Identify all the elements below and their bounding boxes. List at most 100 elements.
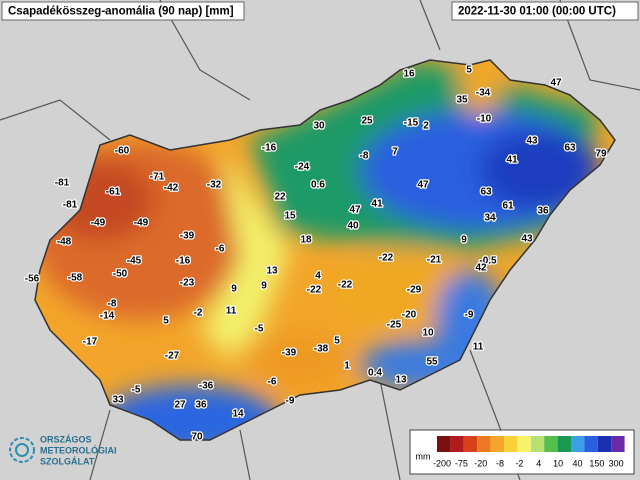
station-value: -0.5 xyxy=(479,256,497,267)
station-value: 13 xyxy=(266,266,278,277)
station-value: -21 xyxy=(427,255,442,266)
station-value: 41 xyxy=(506,155,518,166)
station-value: 7 xyxy=(392,147,398,158)
station-value: -15 xyxy=(404,118,419,129)
station-value: -6 xyxy=(216,244,225,255)
legend-color xyxy=(530,436,545,452)
station-value: 9 xyxy=(261,281,267,292)
logo-line: SZOLGÁLAT xyxy=(40,456,95,466)
logo-icon xyxy=(9,437,35,463)
station-value: -34 xyxy=(476,88,491,99)
logo-line: METEOROLÓGIAI xyxy=(40,444,117,455)
legend-label: -8 xyxy=(496,458,504,468)
station-value: 47 xyxy=(349,205,361,216)
station-value: 30 xyxy=(313,121,325,132)
stations: -60-81-61-71-42 -32-81-49 -49-48-39-6-56 -5… xyxy=(24,63,609,444)
station-value: 33 xyxy=(112,395,124,406)
station-value: -49 xyxy=(134,218,149,229)
title-box xyxy=(1,1,245,21)
station-value: 36 xyxy=(195,400,207,411)
station-value: 11 xyxy=(473,342,484,353)
station-value: 63 xyxy=(564,143,576,154)
station-value: 2 xyxy=(423,121,429,132)
legend-label: -20 xyxy=(474,458,487,468)
legend-scale: -200 -75 -20 -8 -2 4 10 40 150 300 xyxy=(433,436,625,468)
station-value: -16 xyxy=(176,256,191,267)
legend-color xyxy=(584,436,598,452)
station-value: -48 xyxy=(57,237,72,248)
station-value: -22 xyxy=(307,285,322,296)
title: Csapadékösszeg-anomália (90 nap) [mm] xyxy=(8,6,234,18)
station-value: 40 xyxy=(347,221,359,232)
station-value: -45 xyxy=(127,256,142,267)
station-value: 43 xyxy=(521,234,533,245)
station-value: 25 xyxy=(361,116,373,127)
station-value: -5 xyxy=(255,324,264,335)
station-value: -50 xyxy=(113,269,128,280)
station-value: 47 xyxy=(550,78,562,89)
station-value: 18 xyxy=(300,235,312,246)
station-value: -8 xyxy=(108,299,117,310)
station-value: 70 xyxy=(191,432,203,443)
station-value: 0.6 xyxy=(311,180,325,191)
legend-label: 40 xyxy=(572,458,582,468)
station-value: -9 xyxy=(286,396,295,407)
legend-label: -75 xyxy=(455,458,468,468)
legend-label: -200 xyxy=(433,458,451,468)
station-value: 15 xyxy=(284,211,296,222)
station-value: -39 xyxy=(180,231,195,242)
station-value: -22 xyxy=(379,253,394,264)
station-value: -38 xyxy=(314,344,329,355)
station-value: 61 xyxy=(502,201,514,212)
legend-color xyxy=(450,436,464,452)
station-value: -16 xyxy=(262,143,277,154)
legend-label: 300 xyxy=(609,458,624,468)
station-value: -81 xyxy=(63,200,78,211)
station-value: 11 xyxy=(226,306,237,317)
legend-color xyxy=(597,436,612,452)
station-value: 5 xyxy=(163,316,169,327)
logo: ORSZÁGOS METEOROLÓGIAI SZOLGÁLAT xyxy=(9,434,117,466)
station-value: -61 xyxy=(106,187,121,198)
station-value: -14 xyxy=(100,311,115,322)
station-value: -27 xyxy=(165,351,180,362)
legend-color xyxy=(463,436,478,452)
station-value: -49 xyxy=(91,218,106,229)
station-value: 10 xyxy=(422,328,434,339)
station-value: 0.4 xyxy=(368,368,382,379)
logo-line: ORSZÁGOS xyxy=(40,434,92,444)
legend-color xyxy=(477,436,491,452)
station-value: -56 xyxy=(25,274,40,285)
station-value: 36 xyxy=(537,206,549,217)
station-value: 55 xyxy=(426,357,438,368)
legend-color xyxy=(490,436,504,452)
legend-color xyxy=(437,436,451,452)
station-value: 41 xyxy=(371,199,383,210)
station-value: 16 xyxy=(403,69,415,80)
legend-color xyxy=(571,436,585,452)
station-value: -42 xyxy=(164,183,179,194)
station-value: -8 xyxy=(360,151,369,162)
legend-label: -2 xyxy=(515,458,523,468)
station-value: -23 xyxy=(180,278,195,289)
station-value: 1 xyxy=(344,361,350,372)
legend-color xyxy=(504,436,518,452)
station-value: -71 xyxy=(150,172,165,183)
station-value: 5 xyxy=(466,65,472,76)
station-value: -25 xyxy=(387,320,402,331)
legend-unit: mm xyxy=(416,451,431,461)
station-value: -20 xyxy=(402,310,417,321)
station-value: -22 xyxy=(338,280,353,291)
station-value: 9 xyxy=(461,235,467,246)
station-value: -58 xyxy=(68,273,83,284)
station-value: 43 xyxy=(526,136,538,147)
station-value: -10 xyxy=(477,114,492,125)
station-value: 79 xyxy=(595,149,607,160)
station-value: -9 xyxy=(465,310,474,321)
station-value: 63 xyxy=(480,187,492,198)
station-value: 35 xyxy=(456,95,468,106)
station-value: 34 xyxy=(484,213,496,224)
